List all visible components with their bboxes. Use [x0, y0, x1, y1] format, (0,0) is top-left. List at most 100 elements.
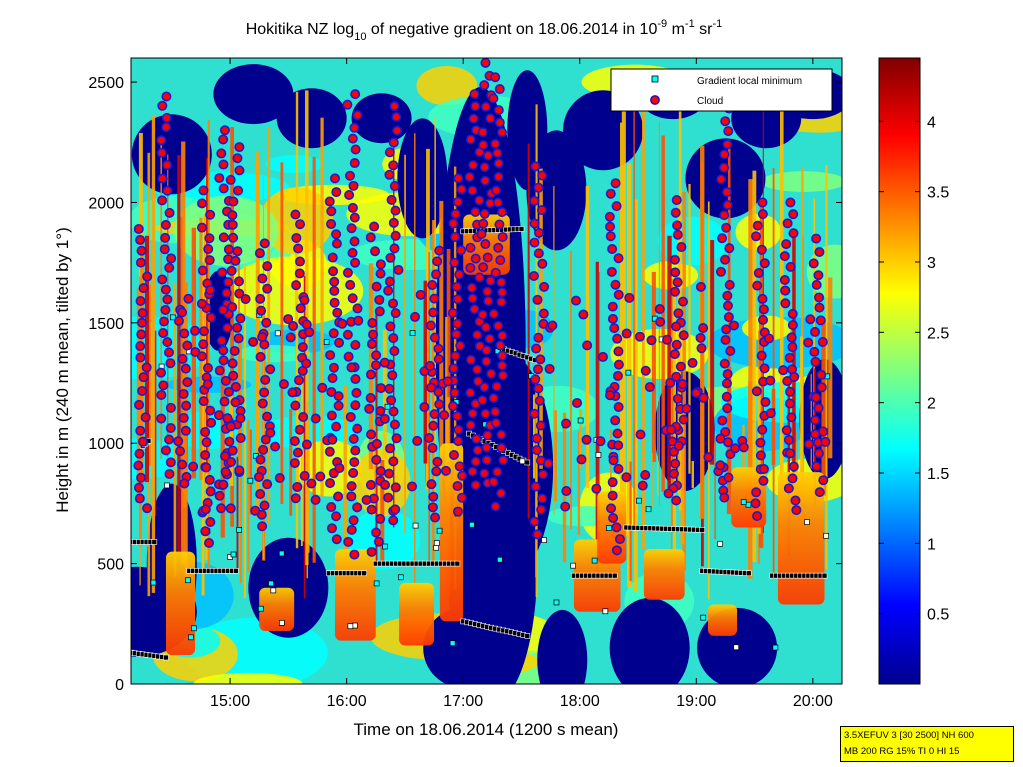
gradient-streak	[621, 90, 626, 556]
cloud-marker	[611, 522, 622, 533]
cloud-marker	[757, 293, 768, 304]
cloud-marker	[722, 187, 733, 198]
cloud-marker	[331, 187, 342, 198]
cloud-marker	[222, 322, 233, 333]
cloud-marker	[818, 426, 829, 437]
cloud-marker	[385, 252, 396, 263]
cloud-marker	[164, 434, 175, 445]
cloud-marker	[474, 272, 485, 283]
cloud-marker	[386, 194, 397, 205]
cloud-marker	[560, 418, 571, 429]
gradient-minimum-point	[409, 330, 416, 336]
gradient-streak	[249, 429, 252, 515]
cloud-marker	[810, 415, 821, 426]
cloud-marker	[218, 304, 229, 315]
cloud-markers	[133, 58, 831, 560]
cloud-marker	[196, 222, 207, 233]
cloud-marker	[607, 477, 618, 488]
gradient-streak	[752, 170, 757, 563]
cloud-marker	[484, 333, 495, 344]
cloud-marker	[262, 479, 273, 490]
cloud-marker	[751, 231, 762, 242]
cloud-marker	[478, 262, 489, 273]
cloud-marker	[290, 400, 301, 411]
cloud-marker	[177, 353, 188, 364]
cloud-marker	[479, 162, 490, 173]
cloud-marker	[539, 281, 550, 292]
cloud-marker	[474, 195, 485, 206]
cloud-marker	[530, 481, 541, 492]
cloud-marker	[158, 380, 169, 391]
gradient-streak	[651, 452, 653, 508]
cloud-marker	[497, 330, 508, 341]
gradient-minimum-point	[191, 625, 197, 632]
cloud-marker	[235, 313, 246, 324]
cloud-marker	[384, 276, 395, 287]
gradient-minimum-point	[151, 539, 158, 545]
cloud-marker	[344, 189, 355, 200]
cloud-marker	[535, 354, 546, 365]
gradient-streak	[673, 271, 677, 565]
cloud-marker	[218, 232, 229, 243]
cloud-marker	[470, 207, 481, 218]
cloud-marker	[160, 445, 171, 456]
cloud-marker	[379, 413, 390, 424]
cloud-marker	[157, 173, 168, 184]
cloud-marker	[452, 294, 463, 305]
cloud-marker	[481, 442, 492, 453]
cloud-marker	[388, 137, 399, 148]
cloud-marker	[228, 196, 239, 207]
cloud-marker	[181, 400, 192, 411]
parameter-info-box: 3.5XEFUV 3 [30 2500] NH 600 MB 200 RG 15…	[840, 726, 1014, 762]
y-tick-label: 2500	[88, 75, 124, 92]
gradient-minimum-point	[230, 551, 237, 558]
cloud-marker	[787, 342, 798, 353]
cloud-marker	[301, 319, 312, 330]
cloud-marker	[162, 337, 173, 348]
cloud-marker	[640, 365, 651, 376]
cloud-marker	[288, 321, 299, 332]
field-patch	[235, 345, 311, 363]
cloud-marker	[347, 293, 358, 304]
cloud-marker	[724, 279, 735, 290]
gradient-minimum-point	[187, 634, 194, 641]
gradient-streak	[236, 456, 239, 570]
cloud-marker	[257, 332, 268, 343]
gradient-minimum-point	[454, 560, 461, 567]
gradient-minimum-point	[274, 330, 281, 337]
cloud-marker	[197, 198, 208, 209]
cloud-marker	[434, 245, 445, 256]
cloud-marker	[606, 503, 617, 514]
cloud-marker	[432, 456, 443, 467]
high-gradient-block	[259, 587, 295, 632]
gradient-minimum-point	[382, 543, 388, 550]
cloud-marker	[204, 537, 215, 548]
gradient-streak	[772, 168, 775, 580]
y-tick-label: 2000	[88, 195, 124, 212]
cloud-marker	[457, 470, 468, 481]
cloud-marker	[621, 328, 632, 339]
gradient-minimum-point	[717, 540, 723, 547]
cloud-marker	[455, 340, 466, 351]
cloud-marker	[306, 478, 317, 489]
cloud-marker	[223, 244, 234, 255]
cloud-marker	[343, 351, 354, 362]
cloud-marker	[758, 464, 769, 475]
cloud-marker	[190, 346, 201, 357]
cloud-marker	[200, 526, 211, 537]
cloud-marker	[160, 219, 171, 230]
cloud-marker	[759, 258, 770, 269]
gradient-minimum-point	[449, 640, 456, 647]
cloud-marker	[678, 414, 689, 425]
cloud-marker	[227, 219, 238, 230]
cloud-marker	[752, 280, 763, 291]
cloud-marker	[388, 298, 399, 309]
cloud-marker	[326, 523, 337, 534]
cloud-marker	[533, 383, 544, 394]
y-tick-label: 500	[97, 557, 124, 574]
cloud-marker	[456, 245, 467, 256]
cloud-marker	[253, 471, 264, 482]
gradient-minimum-point	[524, 633, 531, 639]
cloud-marker	[669, 254, 680, 265]
cloud-marker	[722, 200, 733, 211]
